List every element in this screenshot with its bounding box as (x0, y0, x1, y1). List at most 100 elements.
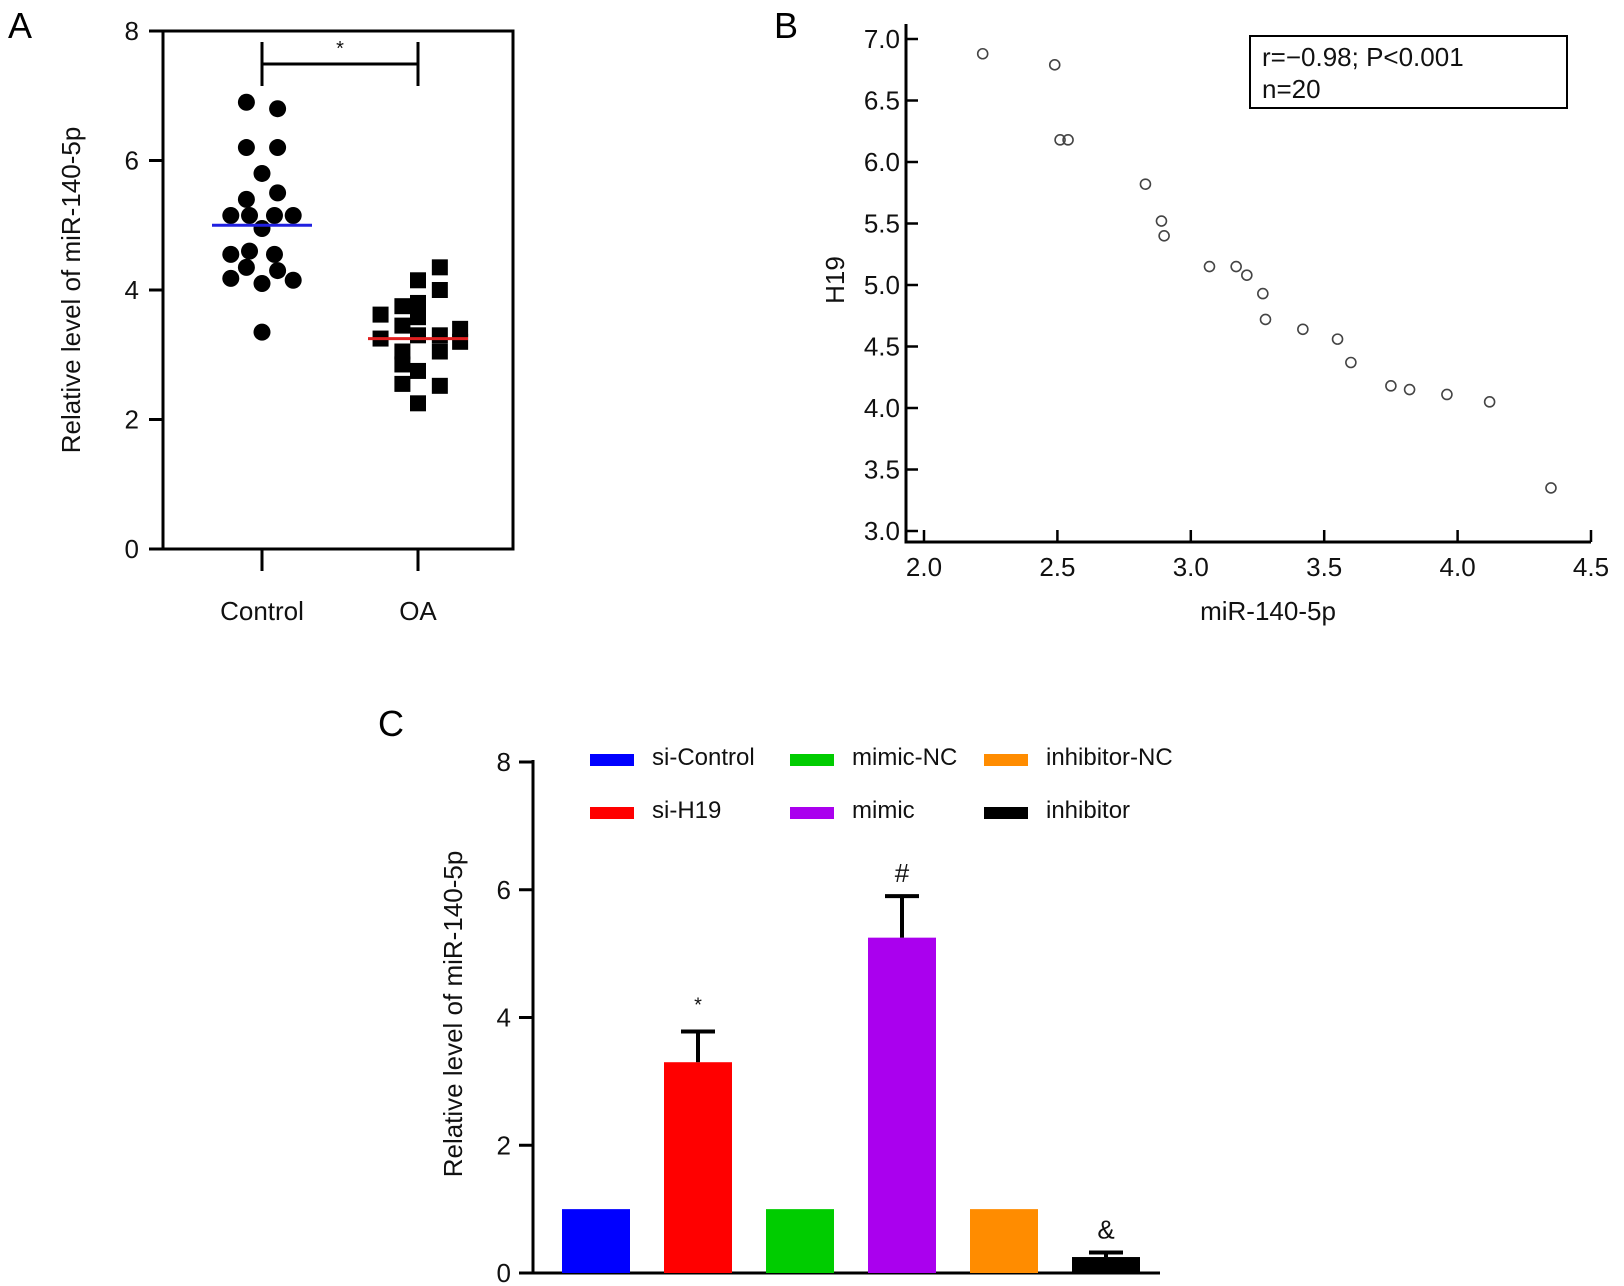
panel-letter-c: C (378, 703, 404, 744)
panel-b-chart: 2.0 2.5 3.0 3.5 4.0 4.5 3.0 3.5 4.0 4.5 5.0 5.5 6.0… (820, 24, 1609, 626)
panel-a-point-control (222, 269, 240, 287)
panel-a-point-oa (431, 343, 448, 360)
panel-a-means (212, 223, 468, 341)
panel-a-point-oa (452, 333, 469, 350)
panel-a-y-tick-label: 6 (125, 146, 139, 176)
panel-a-point-oa (394, 298, 411, 315)
panel-a-point-oa (410, 272, 426, 289)
panel-c-axes (531, 760, 1160, 1275)
legend-swatch-si-H19 (590, 807, 634, 819)
panel-b-point (1062, 134, 1074, 146)
panel-c-chart: 0 2 4 6 8 Relative level of miR-140-5p * # & s… (438, 744, 1173, 1286)
panel-b-point (1048, 59, 1061, 71)
panel-b-point (1345, 356, 1357, 369)
panel-a-point-control (265, 245, 283, 263)
panel-a-point-control (269, 100, 287, 118)
panel-b-point (1403, 383, 1416, 396)
panel-a-point-oa (431, 259, 448, 276)
panel-b-x-ticks: 2.0 2.5 3.0 3.5 4.0 4.5 (906, 530, 1609, 582)
panel-b-x-tick-label: 4.0 (1440, 552, 1476, 582)
significance-mark-mimic: # (895, 858, 910, 888)
panel-a-point-control (241, 207, 259, 225)
legend-swatch-mimic (790, 807, 834, 819)
legend-label-inhibitor: inhibitor (1046, 797, 1130, 824)
panel-letter-b: B (774, 5, 798, 46)
panel-a-point-oa (431, 377, 448, 394)
panel-a-point-control (253, 275, 271, 293)
panel-a-point-oa (394, 343, 411, 360)
panel-a-points (222, 93, 469, 412)
panel-b-y-ticks: 3.0 3.5 4.0 4.5 5.0 5.5 6.0 6.5 7.0 (864, 24, 918, 546)
panel-b-point (1297, 323, 1309, 336)
panel-b-y-tick-label: 5.5 (864, 209, 900, 239)
legend-swatch-si-Control (590, 754, 634, 766)
panel-b-point (1441, 388, 1453, 401)
panel-b-point (1230, 260, 1242, 273)
panel-a-point-control (253, 164, 271, 182)
panel-a-point-control (237, 190, 255, 208)
bar-inhibitor-NC (970, 1209, 1038, 1273)
panel-a-point-control (237, 139, 255, 157)
panel-c-y-tick-label: 0 (497, 1258, 511, 1286)
panel-a-point-oa (452, 320, 469, 337)
panel-b-point (1158, 230, 1170, 242)
panel-a-x-tick-label: OA (399, 596, 437, 626)
panel-a-point-oa (410, 395, 426, 412)
panel-b-stats-box (1249, 35, 1568, 109)
panel-a-point-oa (394, 375, 411, 392)
panel-c-y-tick-label: 4 (497, 1003, 511, 1033)
panel-b-x-tick-label: 3.0 (1173, 552, 1209, 582)
legend-label-mimic: mimic (852, 797, 915, 824)
panel-a-point-control (269, 262, 287, 280)
panel-c-y-ticks: 0 2 4 6 8 (497, 747, 533, 1286)
panel-b-x-tick-label: 2.0 (906, 552, 942, 582)
panel-b-point (1139, 178, 1152, 190)
panel-b-point (1203, 260, 1216, 273)
panel-a-point-oa (410, 362, 426, 379)
panel-b-y-tick-label: 6.5 (864, 86, 900, 116)
bar-mimic-NC (766, 1209, 834, 1273)
panel-a-y-axis-label: Relative level of miR-140-5p (56, 127, 86, 454)
panel-b-stats-line-2: n=20 (1262, 74, 1321, 104)
panel-a-y-tick-label: 0 (125, 534, 139, 564)
panel-b-y-tick-label: 3.0 (864, 516, 900, 546)
panel-b-point (1241, 269, 1253, 281)
panel-b-x-tick-label: 2.5 (1039, 552, 1075, 582)
panel-a-point-oa (431, 327, 448, 344)
panel-b-point (1155, 215, 1168, 227)
panel-b-y-tick-label: 7.0 (864, 24, 900, 54)
panel-a-point-control (222, 207, 240, 225)
panel-c-y-tick-label: 2 (497, 1130, 511, 1160)
panel-a-y-tick-label: 4 (125, 275, 139, 305)
panel-a-point-control (237, 258, 255, 276)
panel-a-point-oa (410, 327, 426, 344)
panel-b-x-axis-label: miR-140-5p (1200, 596, 1336, 626)
legend-swatch-mimic-NC (790, 754, 834, 766)
panel-b-point (1545, 482, 1557, 494)
panel-a-significance-label: * (336, 38, 344, 60)
panel-a-point-oa (410, 309, 426, 326)
panel-a-point-control (241, 242, 259, 260)
panel-a-point-control (253, 323, 271, 341)
panel-a-point-oa (394, 317, 411, 334)
significance-mark-si-H19: * (694, 995, 702, 1017)
panel-b-point (1385, 380, 1397, 392)
panel-b-stats-line-1: r=−0.98; P<0.001 (1262, 42, 1464, 72)
legend-swatch-inhibitor-NC (984, 754, 1028, 766)
panel-a-point-control (237, 93, 255, 111)
legend-swatch-inhibitor (984, 807, 1028, 819)
panel-a-point-oa (431, 282, 448, 298)
legend-label-si-Control: si-Control (652, 744, 755, 771)
panel-a-point-control (269, 184, 287, 202)
panel-b-y-tick-label: 3.5 (864, 455, 900, 485)
panel-b-point (1483, 396, 1496, 408)
legend-label-mimic-NC: mimic-NC (852, 744, 957, 771)
panel-a-point-control (222, 245, 240, 263)
panel-b-point (976, 47, 989, 60)
panel-a-point-oa (372, 306, 389, 323)
panel-a-significance-bracket (260, 42, 420, 86)
bar-inhibitor (1072, 1257, 1140, 1273)
panel-a-point-control (269, 139, 287, 157)
panel-b-x-tick-label: 3.5 (1306, 552, 1342, 582)
